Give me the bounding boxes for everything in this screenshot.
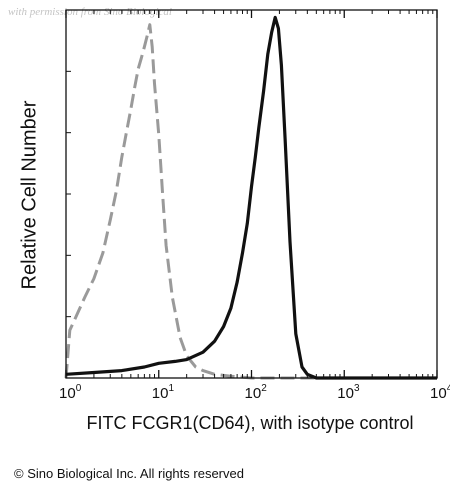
watermark-text: with permission from Sino Biological: [8, 6, 172, 18]
x-axis-label: FITC FCGR1(CD64), with isotype control: [86, 413, 414, 433]
x-tick-label: 102: [245, 383, 268, 402]
cd64-histogram: [65, 15, 437, 380]
x-tick-label: 101: [152, 383, 175, 402]
series-layer: [64, 15, 437, 380]
y-axis-label: Relative Cell Number: [18, 100, 41, 290]
x-tick-label: 100: [59, 383, 82, 402]
x-tick-label: 103: [337, 383, 360, 402]
x-axis: 100 101 102 103 104: [59, 10, 450, 402]
isotype-control-histogram: [64, 23, 437, 380]
x-tick-label: 104: [430, 383, 450, 402]
copyright-notice: © Sino Biological Inc. All rights reserv…: [14, 466, 244, 481]
